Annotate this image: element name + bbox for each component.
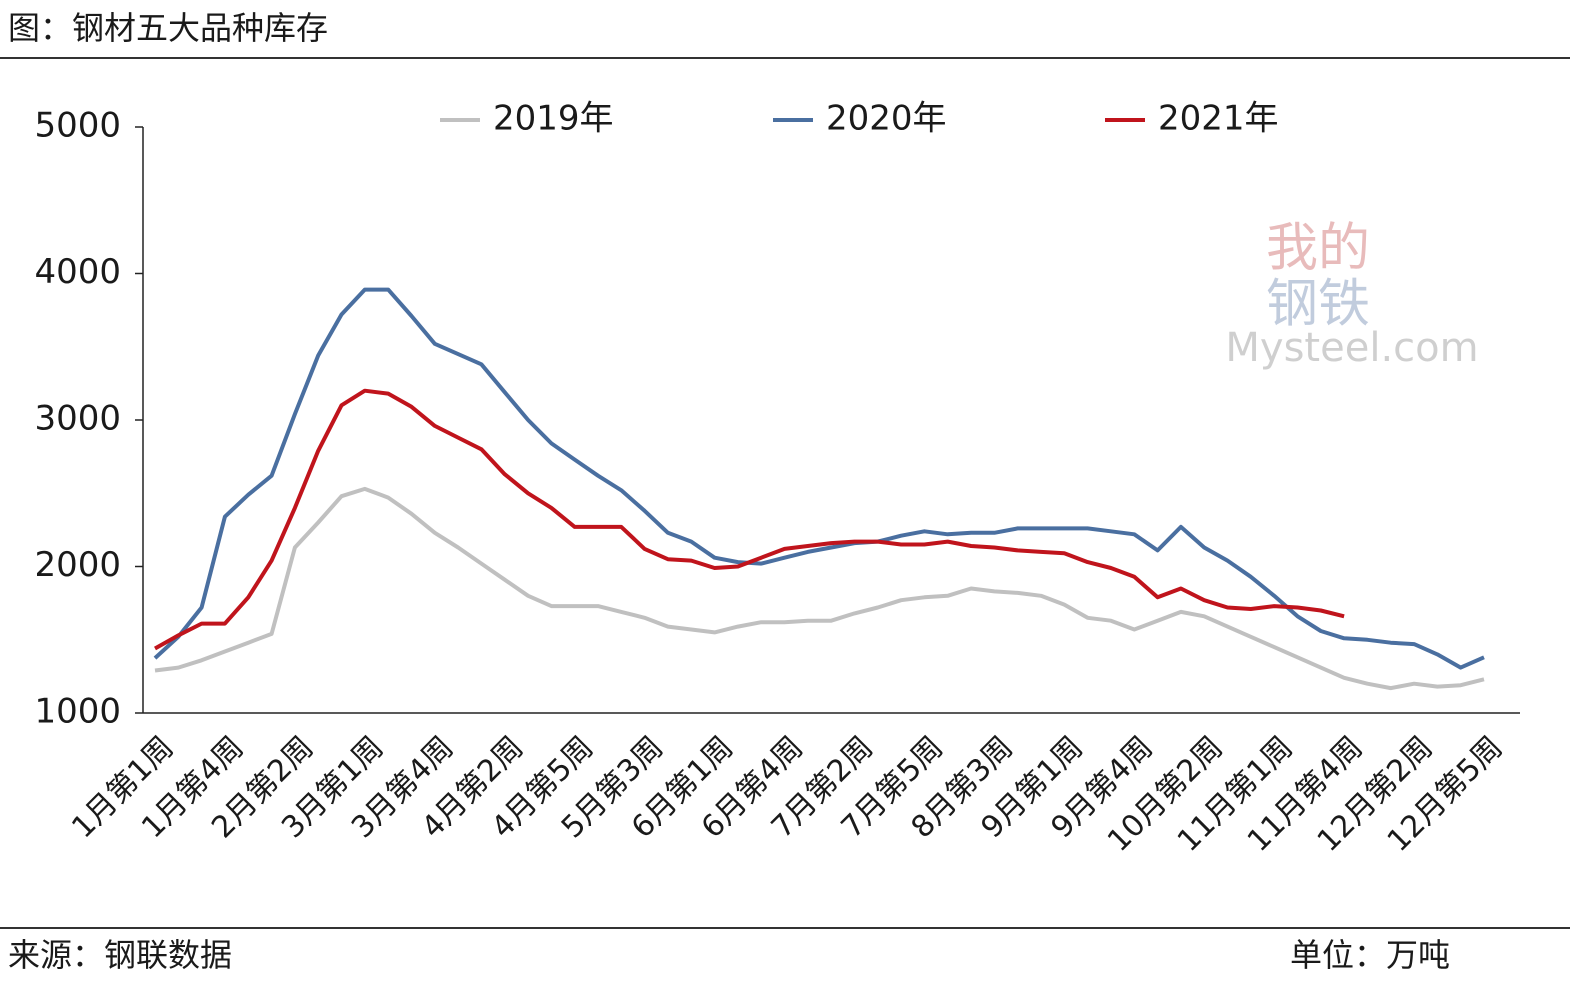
watermark-text: Mysteel.com	[1225, 325, 1478, 371]
chart-title: 图：钢材五大品种库存	[8, 9, 328, 47]
watermark-text: 我的	[1266, 219, 1370, 279]
legend-label: 2020年	[826, 99, 947, 139]
watermark: 我的 钢铁 Mysteel.com	[1225, 219, 1478, 372]
y-tick-label: 4000	[34, 252, 121, 292]
y-tick-label: 2000	[34, 545, 121, 585]
series-line	[153, 287, 1485, 670]
y-tick-label: 1000	[34, 692, 121, 732]
legend-label: 2021年	[1158, 99, 1279, 139]
series-line	[154, 388, 1345, 651]
legend-label: 2019年	[493, 99, 614, 139]
y-tick-label: 3000	[34, 399, 121, 439]
source-note: 来源：钢联数据	[8, 936, 232, 974]
y-tick-label: 5000	[34, 106, 121, 146]
watermark-text: 钢铁	[1266, 275, 1370, 335]
unit-note: 单位：万吨	[1290, 936, 1450, 974]
series-line	[154, 486, 1485, 691]
